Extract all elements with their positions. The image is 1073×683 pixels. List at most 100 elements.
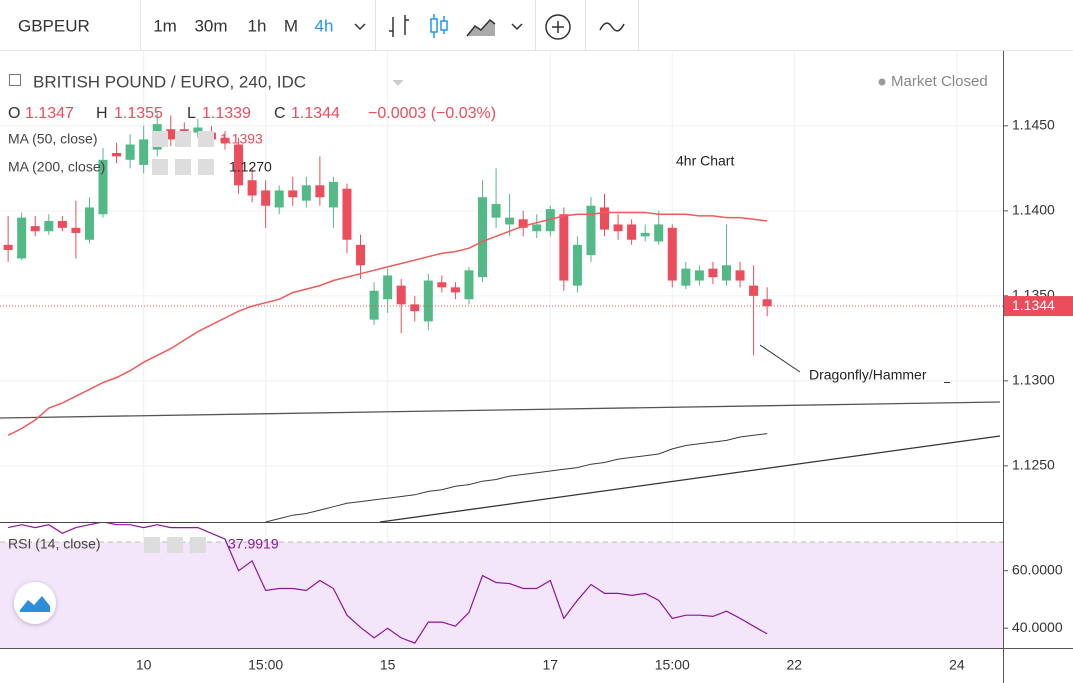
legend-value: 1.1393: [220, 131, 263, 147]
candle-body: [464, 270, 474, 300]
interval-button[interactable]: M: [284, 16, 298, 35]
rsi-plot: [7, 523, 768, 644]
ohlc-change: −0.0003 (−0.03%): [368, 105, 496, 122]
candle-body: [410, 304, 420, 312]
y-tick-label: 1.1300: [1012, 372, 1055, 388]
logo-button[interactable]: [14, 582, 56, 624]
candle-style-icon[interactable]: [430, 14, 448, 38]
ohlc-key: O: [8, 105, 20, 122]
candle-body: [247, 180, 257, 196]
candle-body: [220, 137, 230, 143]
candle-body: [613, 224, 623, 232]
candle-body: [423, 280, 433, 322]
toolbar: GBPEUR 1m 30m 1h M 4h: [0, 0, 1073, 51]
candle-body: [450, 287, 460, 293]
last-price-label: 1.1344: [1012, 297, 1055, 313]
rsi-band: [0, 541, 1003, 648]
candle-body: [735, 270, 745, 281]
compare-button[interactable]: [599, 22, 625, 32]
ohlc-key: H: [96, 105, 108, 122]
toolbar-bg: [0, 0, 1073, 50]
ohlc-value: 1.1355: [114, 105, 163, 122]
area-style-icon[interactable]: [466, 18, 496, 37]
candle-body: [654, 224, 664, 242]
candle-body: [600, 207, 610, 230]
interval-button[interactable]: 30m: [194, 16, 227, 35]
legend-entry[interactable]: MA (50, close): [8, 131, 97, 147]
legend: BRITISH POUND / EURO, 240, IDC Market Cl…: [8, 72, 988, 624]
bar-style-icon[interactable]: [389, 15, 409, 37]
toolbar-separators: [140, 0, 639, 50]
annotation[interactable]: Dragonfly/Hammer: [809, 367, 927, 383]
ohlc-value: 1.1339: [202, 105, 251, 122]
candle-body: [694, 270, 704, 281]
legend-value: 1.1270: [229, 159, 272, 175]
rsi-legend-value: 37.9919: [228, 536, 279, 552]
candle-body: [721, 265, 731, 281]
trend-line[interactable]: [0, 401, 1001, 419]
candle-body: [518, 219, 528, 228]
candle-body: [17, 217, 27, 259]
candle-body: [84, 207, 94, 240]
status-dot: [878, 78, 886, 86]
x-tick-label: 15: [380, 657, 396, 673]
candle-body: [396, 285, 406, 305]
ohlc-value: 1.1347: [25, 105, 74, 122]
add-indicator-button[interactable]: [545, 14, 571, 40]
candle-body: [681, 268, 691, 286]
axes: [0, 51, 1073, 683]
candle-body: [166, 129, 176, 140]
candle-body: [3, 244, 13, 250]
interval-button[interactable]: 4h: [315, 16, 334, 35]
y-tick-label: 1.1400: [1012, 202, 1055, 218]
candle-body: [586, 205, 596, 256]
y-tick-label: 40.0000: [1012, 619, 1063, 635]
candle-body: [274, 190, 284, 208]
candle-body: [328, 181, 338, 208]
legend-entry[interactable]: MA (200, close): [8, 159, 105, 175]
annotation-pointer[interactable]: [759, 344, 801, 373]
style-dropdown[interactable]: [511, 23, 523, 31]
interval-button[interactable]: 1m: [153, 16, 177, 35]
rsi-line: [7, 523, 768, 644]
collapse-icon[interactable]: [9, 74, 21, 86]
x-tick-label: 15:00: [248, 657, 283, 673]
candle-body: [640, 232, 650, 237]
candle-body: [301, 185, 311, 201]
candle-body: [234, 144, 244, 186]
candle-body: [491, 204, 501, 218]
title-dropdown[interactable]: [392, 79, 404, 86]
ohlc-key: L: [187, 105, 196, 122]
candle-body: [71, 227, 81, 233]
candle-body: [505, 217, 515, 225]
candle-body: [667, 227, 677, 281]
trend-line[interactable]: [379, 435, 1001, 522]
candle-body: [288, 190, 298, 198]
annotation[interactable]: 4hr Chart: [676, 153, 734, 169]
chart-title: BRITISH POUND / EURO, 240, IDC: [33, 72, 306, 91]
interval-button[interactable]: 1h: [248, 16, 267, 35]
y-tick-label: 1.1250: [1012, 457, 1055, 473]
candle-body: [478, 197, 488, 278]
rsi-legend-entry[interactable]: RSI (14, close): [8, 536, 101, 552]
x-tick-label: 17: [543, 657, 559, 673]
candle-body: [437, 282, 447, 288]
legend-buttons[interactable]: [152, 159, 214, 175]
rsi-band-layer: [0, 541, 1003, 648]
interval-dropdown[interactable]: [354, 23, 366, 31]
candle-body: [762, 299, 772, 307]
legend-buttons[interactable]: [152, 131, 214, 147]
candle-body: [545, 209, 555, 232]
candle-body: [356, 244, 366, 266]
y-tick-label: 1.1450: [1012, 117, 1055, 133]
legend-buttons[interactable]: [144, 537, 206, 553]
moving-average-line: [7, 211, 768, 436]
candle-body: [627, 224, 637, 240]
x-tick-label: 10: [136, 657, 152, 673]
x-tick-label: 24: [949, 657, 965, 673]
candle-body: [57, 221, 67, 228]
candle-body: [30, 226, 40, 232]
symbol[interactable]: GBPEUR: [18, 16, 90, 35]
moving-average-line: [265, 433, 768, 522]
